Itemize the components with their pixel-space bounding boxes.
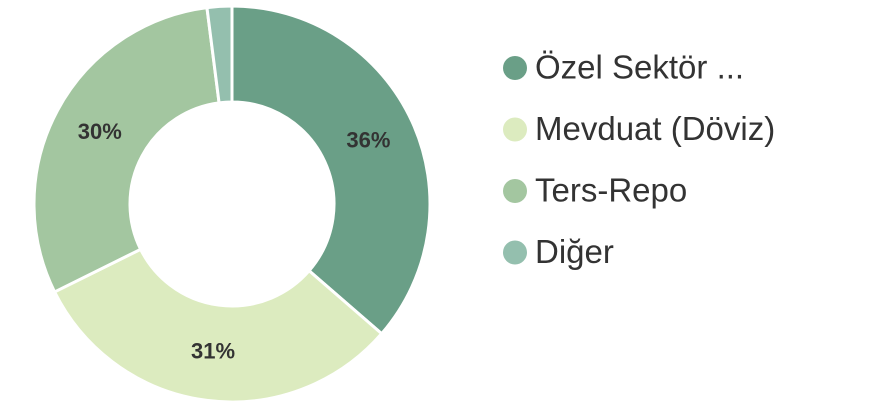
slice-label: 30% <box>78 119 122 144</box>
slice <box>32 5 221 294</box>
slice <box>52 247 384 404</box>
legend-swatch <box>503 240 527 265</box>
slice-label: 36% <box>346 128 390 153</box>
legend-label: Ters-Repo <box>535 172 687 209</box>
slice-label: 31% <box>191 339 235 364</box>
legend-label: Özel Sektör ... <box>535 49 744 86</box>
legend-label: Diğer <box>535 233 614 270</box>
slice <box>205 4 234 105</box>
slice <box>230 4 432 336</box>
legend-swatch <box>503 117 527 142</box>
legend-swatch <box>503 56 527 80</box>
legend-label: Mevduat (Döviz) <box>535 110 775 147</box>
legend-swatch <box>503 179 527 203</box>
